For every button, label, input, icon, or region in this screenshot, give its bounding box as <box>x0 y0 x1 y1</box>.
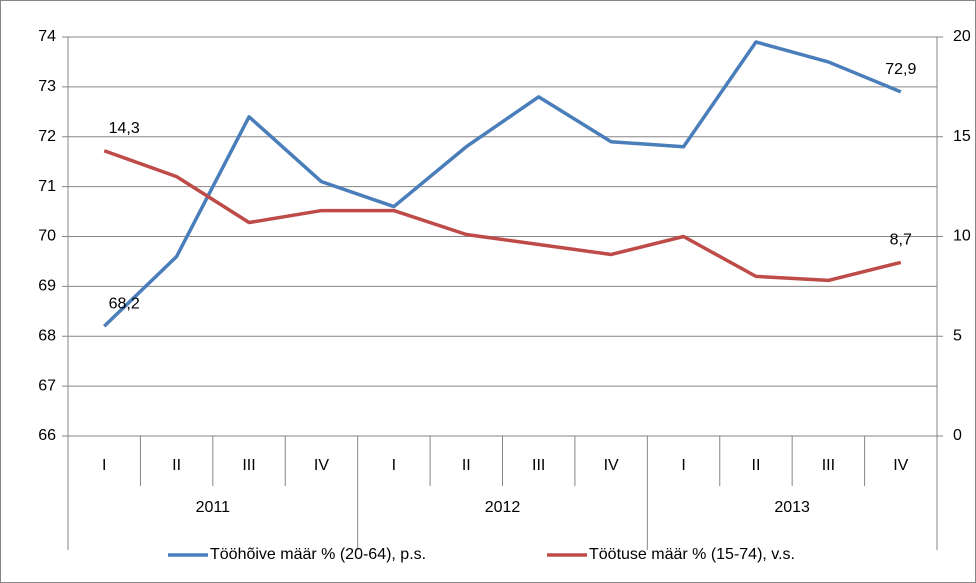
y-tick-label: 66 <box>38 427 56 444</box>
x-tick-label: IV <box>314 457 329 474</box>
x-tick-label: IV <box>604 457 619 474</box>
x-tick-label: I <box>392 457 396 474</box>
x-tick-label: II <box>752 457 761 474</box>
y-tick-label: 74 <box>38 28 56 45</box>
y-tick-label: 70 <box>38 228 56 245</box>
x-tick-label: III <box>822 457 835 474</box>
y-tick-label: 68 <box>38 327 56 344</box>
data-label: 14,3 <box>109 120 140 137</box>
x-tick-label: I <box>681 457 685 474</box>
x-group-label: 2011 <box>196 499 231 516</box>
y-tick-label: 72 <box>38 128 56 145</box>
data-label: 8,7 <box>890 232 912 249</box>
y-tick-label: 69 <box>38 278 56 295</box>
y-tick-label: 73 <box>38 78 56 95</box>
x-tick-label: III <box>242 457 255 474</box>
x-tick-label: II <box>172 457 181 474</box>
y2-tick-label: 0 <box>953 427 962 444</box>
y2-tick-label: 20 <box>953 28 971 45</box>
y2-tick-label: 10 <box>953 228 971 245</box>
series-line <box>103 149 902 283</box>
x-tick-label: III <box>532 457 545 474</box>
legend-label: Tööhõive määr % (20-64), p.s. <box>210 546 426 563</box>
x-group-label: 2013 <box>774 499 810 516</box>
y-tick-label: 67 <box>38 377 56 394</box>
series-line <box>102 40 902 328</box>
legend-label: Töötuse määr % (15-74), v.s. <box>589 546 795 563</box>
x-tick-label: I <box>102 457 106 474</box>
x-tick-label: IV <box>893 457 908 474</box>
data-label: 68,2 <box>109 295 140 312</box>
data-label: 72,9 <box>885 61 916 78</box>
y2-tick-label: 15 <box>953 128 971 145</box>
y2-tick-label: 5 <box>953 327 962 344</box>
x-tick-label: II <box>462 457 471 474</box>
x-group-label: 2012 <box>485 499 521 516</box>
y-tick-label: 71 <box>38 178 56 195</box>
